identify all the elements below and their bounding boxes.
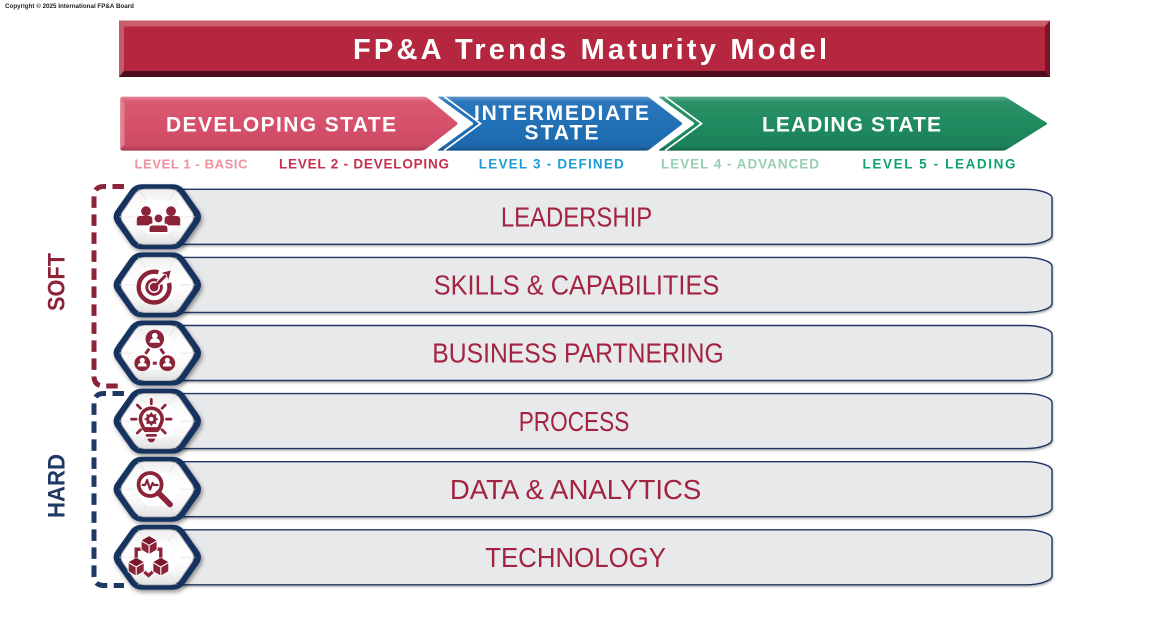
svg-text:LEADING STATE: LEADING STATE: [762, 113, 941, 136]
svg-text:HARD: HARD: [44, 454, 71, 518]
svg-text:Copyright © 2025 International: Copyright © 2025 International FP&A Boar…: [5, 2, 134, 10]
svg-text:LEVEL 5 - LEADING: LEVEL 5 - LEADING: [863, 157, 1016, 172]
svg-text:LEADERSHIP: LEADERSHIP: [501, 202, 652, 233]
svg-text:PROCESS: PROCESS: [519, 406, 630, 437]
svg-text:SOFT: SOFT: [44, 253, 71, 311]
svg-text:LEVEL 2 - DEVELOPING: LEVEL 2 - DEVELOPING: [279, 157, 449, 172]
svg-text:TECHNOLOGY: TECHNOLOGY: [485, 542, 666, 573]
svg-text:LEVEL 4 - ADVANCED: LEVEL 4 - ADVANCED: [661, 157, 819, 172]
svg-text:LEVEL 3 - DEFINED: LEVEL 3 - DEFINED: [479, 157, 624, 172]
svg-text:FP&A Trends Maturity Model: FP&A Trends Maturity Model: [353, 34, 827, 66]
svg-text:DEVELOPING STATE: DEVELOPING STATE: [166, 113, 396, 136]
svg-text:INTERMEDIATE: INTERMEDIATE: [474, 102, 649, 125]
svg-text:SKILLS & CAPABILITIES: SKILLS & CAPABILITIES: [434, 270, 720, 301]
svg-text:STATE: STATE: [525, 121, 599, 144]
svg-text:LEVEL 1 - BASIC: LEVEL 1 - BASIC: [135, 157, 249, 172]
svg-text:DATA & ANALYTICS: DATA & ANALYTICS: [450, 474, 702, 505]
svg-text:BUSINESS PARTNERING: BUSINESS PARTNERING: [432, 338, 723, 369]
